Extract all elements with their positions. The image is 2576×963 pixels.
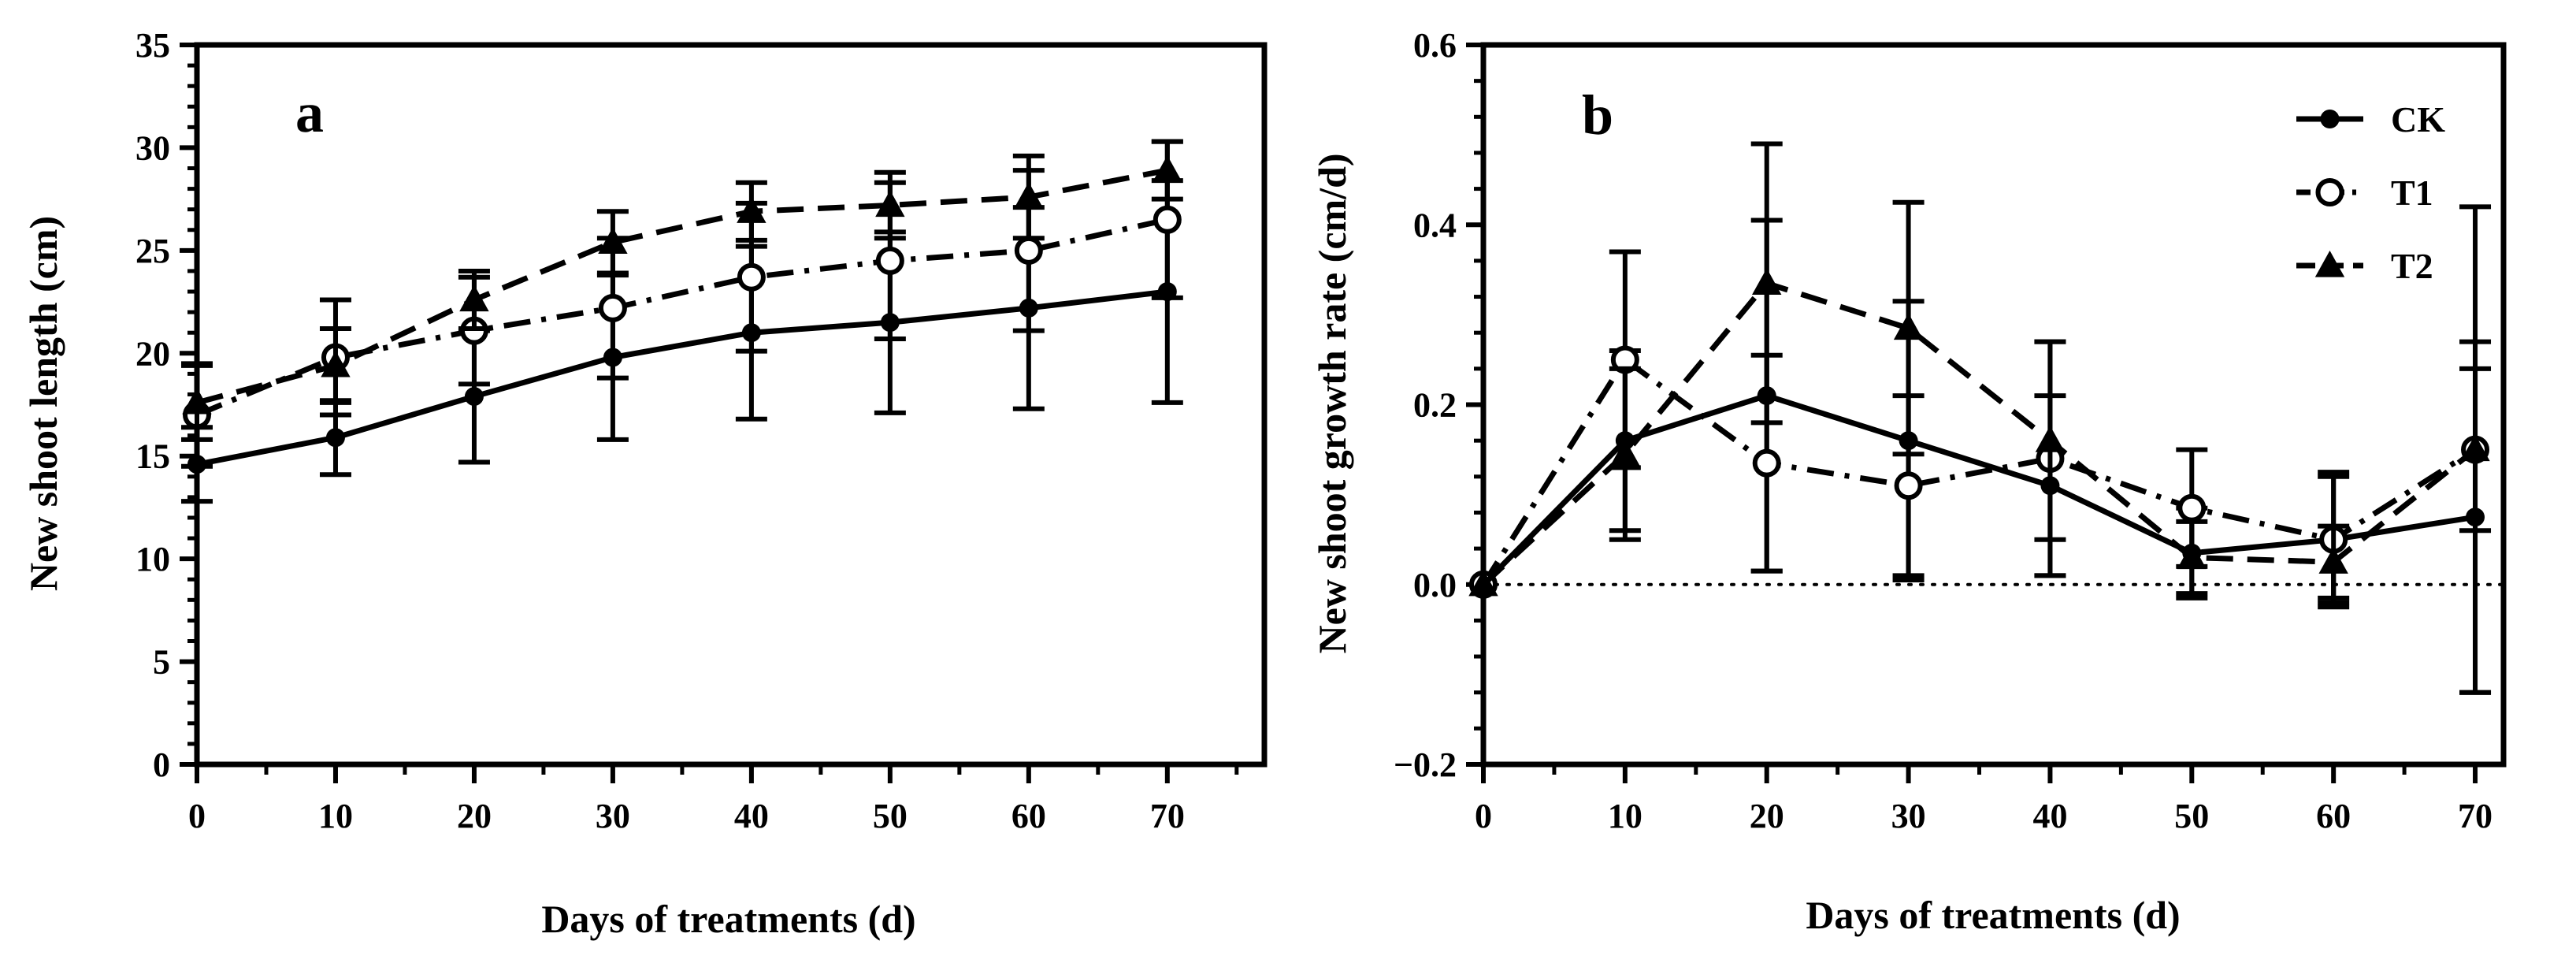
- x-tick-label: 20: [457, 797, 492, 835]
- data-point: [875, 246, 904, 275]
- y-tick-label: 10: [135, 540, 170, 578]
- data-point: [464, 387, 484, 407]
- data-point: [737, 262, 766, 292]
- x-tick-label: 50: [873, 797, 908, 835]
- y-tick-label: 35: [135, 26, 170, 65]
- y-axis-title: New shoot length (cm): [21, 216, 65, 591]
- data-point: [2460, 434, 2490, 462]
- data-point: [321, 350, 351, 377]
- data-point: [2318, 547, 2348, 574]
- y-tick-label: 20: [135, 334, 170, 373]
- series-line: [196, 288, 1168, 467]
- x-tick-label: 70: [1150, 797, 1185, 835]
- data-point: [1153, 205, 1182, 234]
- series-t2: [181, 139, 1183, 442]
- plot-frame: [1480, 42, 2507, 768]
- series-line: [1481, 356, 2477, 586]
- chart-panel-a: 0 5 10 15 20 25 30 35 0 10 20 30 40 50 60 70 Days of tre…: [21, 26, 1268, 941]
- series-t2: [1468, 141, 2492, 600]
- y-tick-label: 15: [135, 437, 170, 476]
- data-point: [1752, 448, 1781, 478]
- y-tick-label: 0: [153, 745, 170, 784]
- data-point: [2177, 542, 2207, 570]
- data-point: [1014, 236, 1043, 265]
- data-point: [1014, 181, 1044, 209]
- x-tick-label: 60: [2316, 797, 2351, 835]
- panel-label: a: [295, 81, 324, 144]
- x-tick-label: 0: [1475, 797, 1492, 835]
- x-tick-label: 0: [188, 797, 206, 835]
- y-axis-title: New shoot growth rate (cm/d): [1310, 153, 1354, 653]
- legend-marker-ck: [2320, 110, 2340, 128]
- legend-label-t1: T1: [2391, 173, 2433, 213]
- y-tick-label: 0.4: [1413, 206, 1457, 244]
- data-point: [1153, 155, 1182, 182]
- legend-label-ck: CK: [2391, 99, 2445, 139]
- series-line: [1481, 392, 2476, 587]
- legend-marker-t1: [2315, 178, 2344, 206]
- series-line: [196, 167, 1168, 406]
- legend-label-t2: T2: [2391, 246, 2433, 286]
- x-tick-label: 10: [1608, 797, 1642, 835]
- data-point: [1468, 569, 1498, 597]
- data-point: [598, 293, 627, 322]
- y-tick-label: −0.2: [1394, 745, 1457, 784]
- data-point: [325, 428, 345, 448]
- legend-marker-t2: [2314, 250, 2345, 277]
- data-point: [1752, 268, 1782, 296]
- data-point: [737, 196, 766, 223]
- data-point: [1893, 313, 1924, 340]
- data-point: [598, 227, 628, 255]
- x-axis-title: Days of treatments (d): [1806, 893, 2180, 937]
- series-line: [1481, 280, 2478, 587]
- x-tick-label: 60: [1011, 797, 1046, 835]
- x-tick-label: 30: [596, 797, 630, 835]
- data-point: [1610, 439, 1640, 466]
- legend: CK T1 T2: [2296, 99, 2445, 286]
- y-tick-label: 0.0: [1413, 566, 1457, 604]
- y-tick-label: 25: [135, 232, 170, 270]
- x-tick-label: 30: [1891, 797, 1926, 835]
- x-tick-label: 40: [2032, 797, 2067, 835]
- panel-label: b: [1582, 84, 1613, 147]
- y-tick-label: 5: [153, 643, 170, 682]
- x-axis-title: Days of treatments (d): [541, 897, 915, 941]
- x-tick-label: 20: [1750, 797, 1784, 835]
- data-point: [2177, 493, 2207, 522]
- y-tick-label: 30: [135, 128, 170, 167]
- x-tick-label: 10: [318, 797, 353, 835]
- chart-panel-b: −0.2 0.0 0.2 0.4 0.6 0 10 20 30 40 50 60 70 Days of t…: [1310, 26, 2507, 937]
- y-tick-label: 0.2: [1413, 386, 1457, 425]
- data-point: [459, 284, 489, 312]
- plot-frame: [194, 42, 1268, 768]
- x-tick-label: 40: [734, 797, 769, 835]
- data-point: [875, 190, 905, 218]
- data-point: [182, 387, 212, 415]
- data-point: [2035, 426, 2066, 452]
- x-tick-label: 50: [2174, 797, 2209, 835]
- data-point: [1894, 471, 1923, 500]
- x-tick-label: 70: [2458, 797, 2492, 835]
- y-tick-label: 0.6: [1413, 26, 1457, 65]
